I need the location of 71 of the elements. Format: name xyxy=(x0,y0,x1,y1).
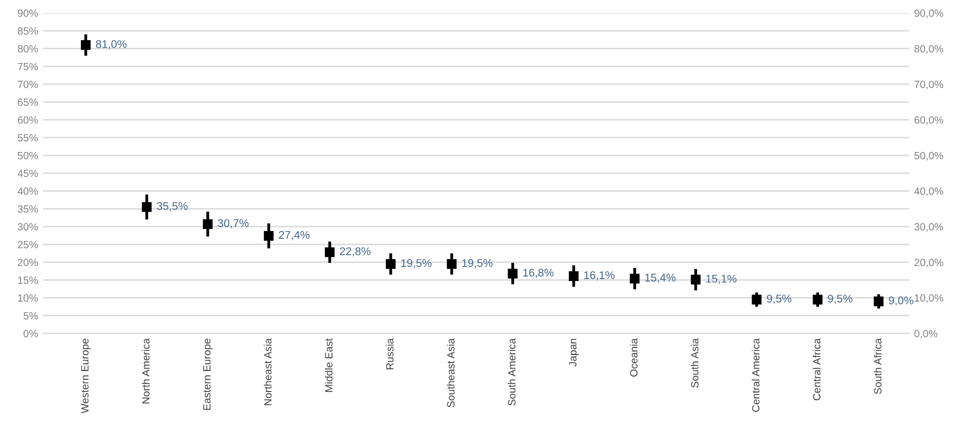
y-tick-label: 60% xyxy=(18,116,38,124)
y-tick-label: 75% xyxy=(18,62,38,70)
point xyxy=(80,40,91,50)
x-tick-label: Northeast Asia xyxy=(264,338,272,406)
x-tick-label: South America xyxy=(508,338,516,406)
y2-tick-label: 30,0% xyxy=(914,223,944,232)
y-tick-label: 50% xyxy=(18,152,38,160)
x-tick-label: Central America xyxy=(752,338,760,412)
x-tick-label: Eastern Europe xyxy=(203,338,213,410)
y-tick-label: 85% xyxy=(18,27,38,35)
x-tick-label: Oceania xyxy=(630,338,638,377)
point xyxy=(690,274,701,285)
point xyxy=(568,271,579,281)
data-label: 16,1% xyxy=(584,271,615,280)
y-tick-label: 65% xyxy=(18,98,38,106)
point xyxy=(812,294,823,304)
y2-tick-label: 10,0% xyxy=(914,294,944,303)
point xyxy=(142,202,152,212)
data-label: 19,5% xyxy=(401,259,432,268)
data-label: 81,0% xyxy=(96,40,127,50)
point xyxy=(752,294,762,304)
data-label: 27,4% xyxy=(279,230,310,240)
y2-tick-label: 20,0% xyxy=(914,258,944,268)
data-label: 9,5% xyxy=(766,294,792,304)
data-label: 15,1% xyxy=(706,274,737,284)
point xyxy=(508,268,518,278)
data-label: 22,8% xyxy=(340,247,371,257)
point xyxy=(264,231,274,241)
x-tick-label: South Asia xyxy=(690,338,698,388)
y-tick-label: 40% xyxy=(18,188,38,195)
y-tick-label: 25% xyxy=(18,240,38,248)
y-tick-label: 10% xyxy=(18,294,38,302)
point xyxy=(324,247,335,258)
y-tick-label: 70% xyxy=(18,80,38,88)
point xyxy=(446,259,457,269)
y-tick-label: 20% xyxy=(18,258,38,266)
y-tick-label: 55% xyxy=(18,134,38,142)
y2-tick-label: 90,0% xyxy=(914,9,944,18)
point xyxy=(630,274,640,284)
y-tick-label: 90% xyxy=(18,9,38,17)
y-tick-label: 45% xyxy=(18,170,38,178)
y2-tick-label: 0,0% xyxy=(914,330,938,339)
point xyxy=(202,219,213,229)
y2-tick-label: 80,0% xyxy=(914,45,944,54)
x-tick-label: South Africa xyxy=(874,338,882,394)
data-label: 19,5% xyxy=(462,259,493,268)
y-tick-label: 0% xyxy=(24,330,38,338)
x-tick-label: Russia xyxy=(386,338,394,370)
y-tick-label: 80% xyxy=(18,45,38,52)
y-tick-label: 15% xyxy=(18,276,38,284)
y2-tick-label: 40,0% xyxy=(914,188,944,196)
x-tick-label: Japan xyxy=(569,338,579,366)
data-label: 16,8% xyxy=(523,268,554,278)
x-tick-label: Western Europe xyxy=(81,338,91,414)
data-label: 9,0% xyxy=(888,296,914,306)
y2-tick-label: 50,0% xyxy=(914,152,944,161)
data-label: 35,5% xyxy=(156,202,188,212)
y-tick-label: 5% xyxy=(24,312,38,320)
x-tick-label: Southeast Asia xyxy=(446,338,455,408)
point xyxy=(386,259,396,269)
data-label: 9,5% xyxy=(828,294,852,304)
y2-tick-label: 70,0% xyxy=(914,80,944,90)
y2-tick-label: 60,0% xyxy=(914,116,944,125)
x-tick-label: Central Africa xyxy=(812,338,820,400)
point xyxy=(874,296,884,306)
x-tick-label: Middle East xyxy=(324,338,333,392)
y-tick-label: 35% xyxy=(18,205,38,213)
data-label: 15,4% xyxy=(645,274,676,283)
data-label: 30,7% xyxy=(218,219,249,228)
x-tick-label: North America xyxy=(142,338,150,404)
y-tick-label: 30% xyxy=(18,223,38,230)
